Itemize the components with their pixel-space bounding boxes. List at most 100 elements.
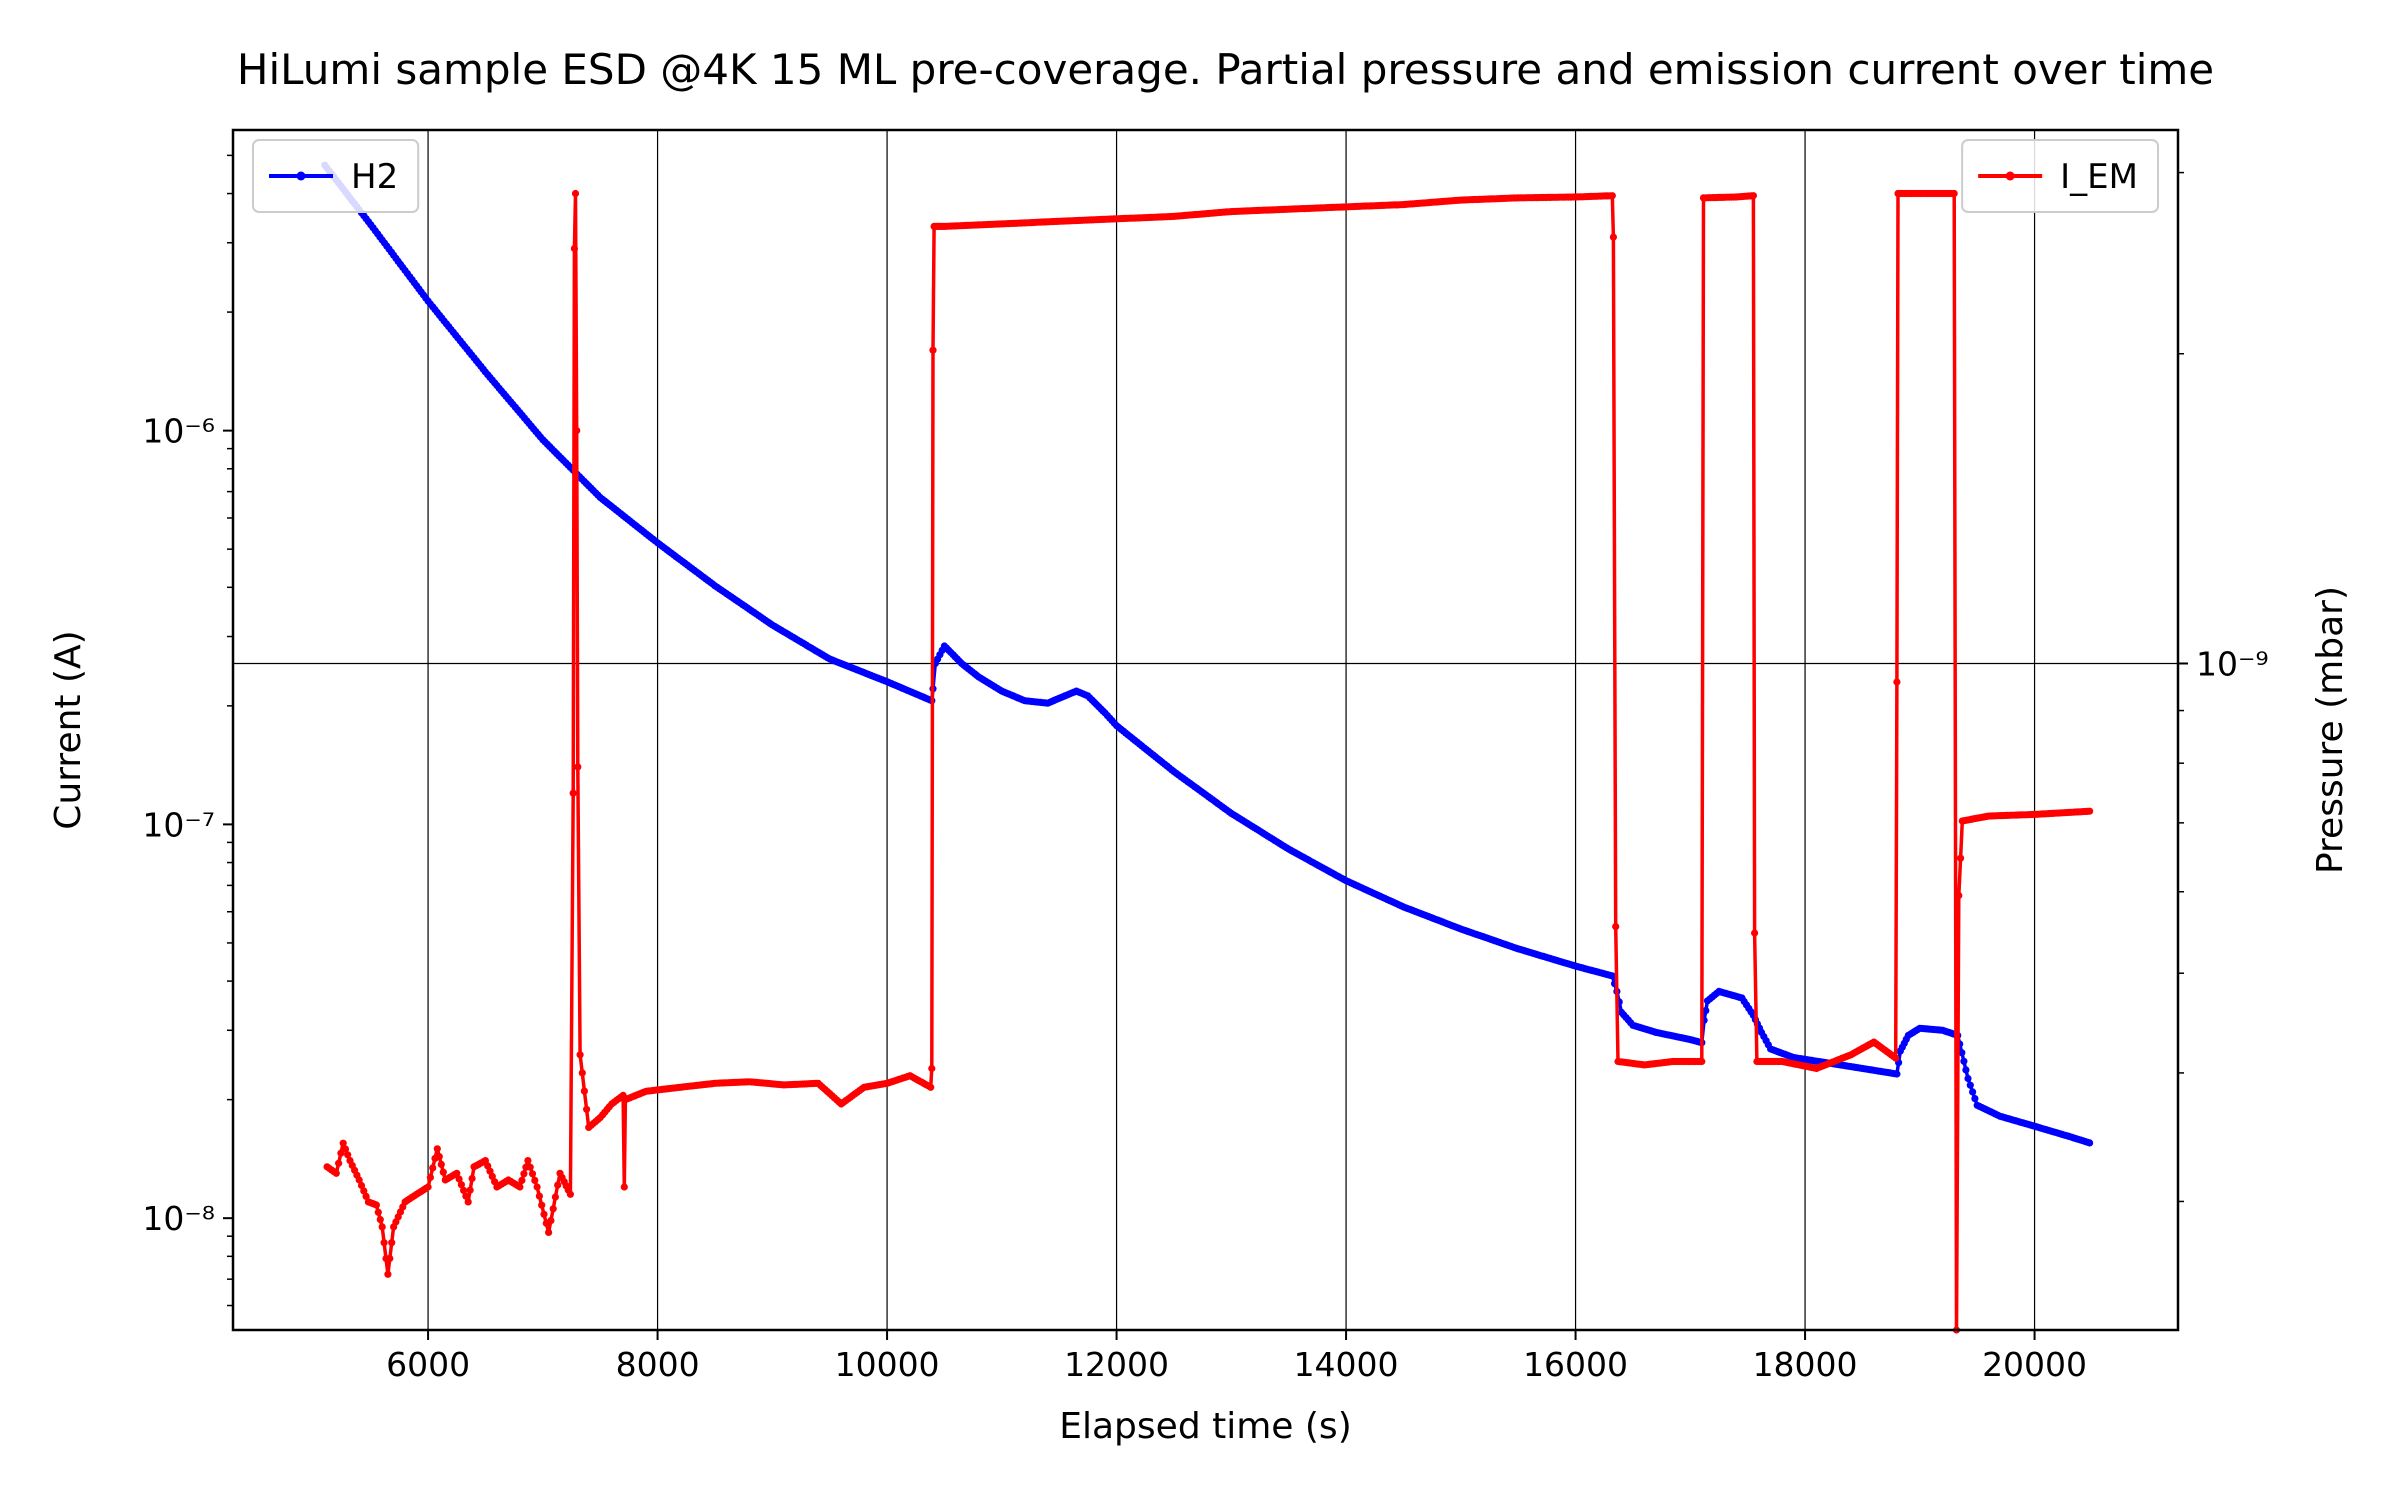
data-point bbox=[1608, 972, 1616, 980]
data-point bbox=[1958, 1049, 1966, 1057]
data-point bbox=[426, 1173, 434, 1181]
data-point bbox=[466, 1186, 474, 1194]
data-point bbox=[439, 1168, 447, 1176]
data-point bbox=[360, 1187, 368, 1195]
legend-i-em-marker bbox=[2005, 171, 2015, 181]
x-tick-label: 16000 bbox=[1523, 1345, 1628, 1384]
x-axis-title: Elapsed time (s) bbox=[1059, 1406, 1351, 1447]
data-point bbox=[337, 1149, 345, 1157]
data-point bbox=[570, 244, 579, 253]
data-point bbox=[1698, 1057, 1706, 1066]
data-point bbox=[1962, 1066, 1970, 1074]
data-point bbox=[355, 1176, 363, 1184]
data-point bbox=[429, 1164, 437, 1172]
data-point bbox=[1749, 192, 1757, 200]
data-point bbox=[372, 1201, 380, 1209]
data-point bbox=[928, 1064, 936, 1073]
data-point bbox=[341, 1145, 350, 1153]
data-point bbox=[927, 1083, 935, 1091]
y-left-tick-label: 10⁻⁶ bbox=[142, 412, 215, 451]
x-tick-label: 10000 bbox=[835, 1345, 940, 1384]
legend-i-em: I_EM bbox=[1961, 139, 2159, 213]
data-point bbox=[518, 1176, 526, 1184]
chart-title: HiLumi sample ESD @4K 15 ML pre-coverage… bbox=[237, 45, 2214, 94]
data-point bbox=[339, 1139, 347, 1147]
data-point bbox=[344, 1151, 352, 1159]
data-point bbox=[1950, 189, 1958, 198]
data-point bbox=[1893, 678, 1901, 686]
data-point bbox=[332, 1169, 340, 1177]
data-point bbox=[462, 1192, 470, 1200]
data-point bbox=[573, 427, 581, 435]
data-point bbox=[551, 1193, 560, 1201]
data-point bbox=[2086, 1139, 2094, 1147]
data-point bbox=[453, 1169, 461, 1177]
data-point bbox=[1609, 233, 1617, 241]
data-point bbox=[1971, 1095, 1979, 1103]
data-point bbox=[1969, 1088, 1977, 1096]
x-tick-label: 12000 bbox=[1064, 1345, 1169, 1384]
data-point bbox=[388, 1239, 396, 1247]
legend-h2-label: H2 bbox=[351, 157, 398, 197]
data-point bbox=[554, 1181, 562, 1189]
data-point bbox=[378, 1223, 386, 1231]
data-point bbox=[386, 1254, 394, 1263]
data-point bbox=[1608, 192, 1616, 200]
data-point bbox=[583, 1105, 591, 1113]
data-point bbox=[362, 1192, 370, 1200]
data-point bbox=[1612, 923, 1620, 931]
data-point bbox=[569, 789, 577, 797]
data-point bbox=[580, 1087, 589, 1095]
data-point bbox=[526, 1163, 534, 1171]
data-point bbox=[435, 1153, 443, 1161]
data-point bbox=[578, 1069, 586, 1077]
data-point bbox=[535, 1192, 544, 1200]
data-point bbox=[1960, 1057, 1968, 1065]
data-point bbox=[384, 1270, 392, 1278]
data-point bbox=[549, 1205, 557, 1213]
legend-h2: H2 bbox=[252, 139, 420, 213]
legend-i-em-label: I_EM bbox=[2060, 157, 2138, 197]
x-tick-label: 14000 bbox=[1294, 1345, 1399, 1384]
legend-h2-box bbox=[252, 139, 420, 213]
x-tick-label: 18000 bbox=[1753, 1345, 1858, 1384]
data-point bbox=[531, 1176, 539, 1184]
data-point bbox=[468, 1174, 476, 1183]
legend-i-em-box bbox=[1961, 139, 2159, 213]
data-point bbox=[376, 1216, 384, 1224]
data-point bbox=[571, 189, 580, 198]
series-layer bbox=[321, 161, 2094, 1334]
data-point bbox=[460, 1186, 468, 1194]
data-point bbox=[540, 1210, 548, 1218]
data-point bbox=[538, 1201, 546, 1209]
data-point bbox=[1964, 1074, 1972, 1083]
legend-h2-marker bbox=[296, 171, 306, 181]
data-point bbox=[374, 1208, 382, 1216]
x-tick-label: 8000 bbox=[616, 1345, 700, 1384]
data-point bbox=[533, 1183, 541, 1191]
plot-frame bbox=[231, 128, 2180, 1332]
x-tick-label: 6000 bbox=[386, 1345, 470, 1384]
data-point bbox=[437, 1160, 445, 1168]
data-point bbox=[528, 1170, 537, 1178]
data-point bbox=[620, 1183, 628, 1191]
y-right-tick-label: 10⁻⁹ bbox=[2196, 644, 2269, 683]
axes: 6000 8000 10000 12000 14000 16000 18000 20000 10… bbox=[142, 154, 2269, 1384]
data-point bbox=[357, 1181, 366, 1190]
data-point bbox=[1957, 854, 1965, 862]
data-point bbox=[1892, 1054, 1900, 1062]
grid bbox=[233, 130, 2178, 1330]
x-tick-label: 20000 bbox=[1982, 1345, 2087, 1384]
data-point bbox=[566, 1190, 575, 1198]
data-point bbox=[516, 1183, 524, 1191]
data-point bbox=[545, 1228, 553, 1236]
data-point bbox=[524, 1157, 532, 1165]
data-point bbox=[335, 1159, 343, 1167]
data-point bbox=[457, 1181, 465, 1189]
data-point bbox=[547, 1217, 555, 1225]
data-point bbox=[520, 1170, 528, 1178]
data-point bbox=[1751, 929, 1759, 937]
data-point bbox=[464, 1198, 472, 1206]
